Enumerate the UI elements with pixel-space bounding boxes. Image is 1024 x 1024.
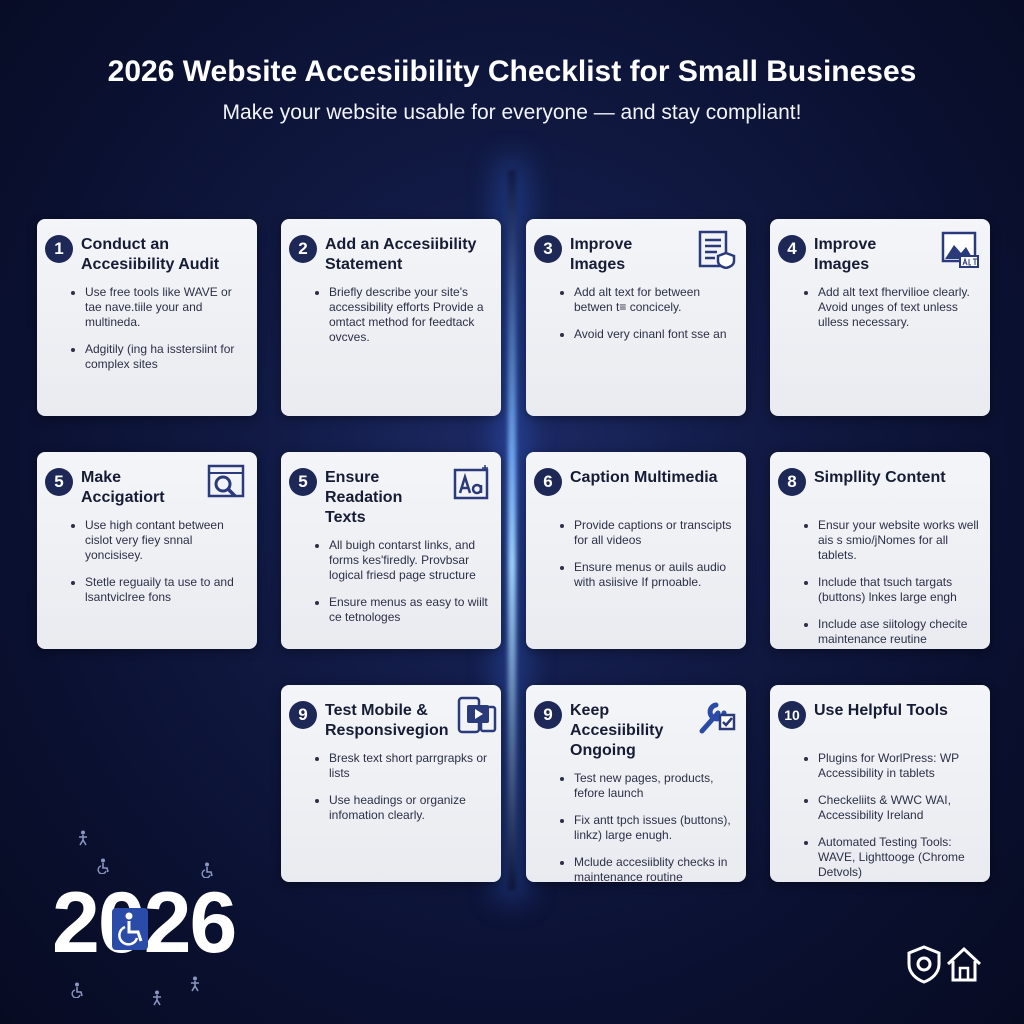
bullet-item: Automated Testing Tools: WAVE, Lighttoog… [818,835,980,880]
checklist-card: 6 Caption Multimedia Provide captions or … [526,452,746,649]
card-header: 5 Ensure Readation Texts [289,465,491,528]
checklist-card: 1 Conduct an Accesiibility Audit Use free… [37,219,257,416]
card-header: 2 Add an Accesiibility Statement [289,235,491,275]
card-header: 1 Conduct an Accesiibility Audit [45,235,247,275]
page-subtitle: Make your website usable for everyone — … [222,101,802,124]
bullet-item: Checkeliits & WWC WAI, Accessibility Ire… [818,793,980,823]
checklist-card: 8 Simpllity Content Ensur your website wo… [770,452,990,649]
bullet-item: Test new pages, products, fefore launch [574,771,736,801]
card-bullets: Ensur your website works well ais s smio… [778,518,980,647]
bullet-item: Include that tsuch targats (buttons) lnk… [818,575,980,605]
image-alt-icon [941,231,979,268]
card-bullets: Add alt text fhervilioe clearly. Avoid u… [778,285,980,330]
step-number-badge: 10 [778,701,806,729]
card-title: Use Helpful Tools [814,702,948,719]
bullet-item: Provide captions or transcipts for all v… [574,518,736,548]
step-number-badge: 1 [45,235,73,263]
card-title: Improve Images [814,236,877,273]
checklist-card: 9 Keep Accesiibility Ongoing Test new pag… [526,685,746,885]
page-header: 2026 Website Accesiibility Checklist for… [0,54,1024,126]
card-header: 8 Simpllity Content [778,468,980,508]
bullet-item: Ensur your website works well ais s smio… [818,518,980,563]
step-number-badge: 6 [534,468,562,496]
checklist-card: 4 Improve Images Add alt text fhervilioe … [770,219,990,416]
card-title: Improve Images [570,236,633,273]
step-number-badge: 4 [778,235,806,263]
bullet-item: Stetle reguaily ta use to and lsantviclr… [85,575,247,605]
bullet-item: Use high contant between cislot very fie… [85,518,247,563]
bullet-item: Bresk text short parrgrapks or lists [329,751,491,781]
checklist-card: 3 Improve Images Add alt text for between… [526,219,746,416]
card-bullets: All buigh contarst links, and forms kes'… [289,538,491,625]
step-number-badge: 3 [534,235,562,263]
bullet-item: Mclude accesiiblity checks in maintenanc… [574,855,736,885]
checklist-card: 5 Ensure Readation Texts All buigh contar… [281,452,501,649]
person-icon [153,990,161,1006]
card-title: Ensure Readation Texts [325,469,403,526]
step-number-badge: 9 [534,701,562,729]
wheelchair-icon [201,862,213,878]
card-title: Keep Accesiibility Ongoing [570,702,664,759]
card-bullets: Use high contant between cislot very fie… [45,518,247,605]
card-bullets: Plugins for WorlPress: WP Accessibility … [778,751,980,880]
card-bullets: Bresk text short parrgrapks or lists Use … [289,751,491,823]
card-bullets: Briefly describe your site's accessibili… [289,285,491,345]
bullet-item: Add alt text for between betwen t≡ conci… [574,285,736,315]
browser-search-icon [207,464,245,498]
bullet-item: Plugins for WorlPress: WP Accessibility … [818,751,980,781]
card-bullets: Use free tools like WAVE or tae nave.tii… [45,285,247,372]
bullet-item: Use free tools like WAVE or tae nave.tii… [85,285,247,330]
step-number-badge: 5 [45,468,73,496]
bullet-item: Avoid very cinanl font sse an [574,327,736,342]
card-title: Caption Multimedia [570,469,718,486]
document-shield-icon [698,230,736,269]
bullet-item: Adgitily (ing ha isstersiint for complex… [85,342,247,372]
card-header: 6 Caption Multimedia [534,468,736,508]
wrench-check-icon [699,702,736,734]
card-title: Simpllity Content [814,469,946,486]
step-number-badge: 5 [289,468,317,496]
checklist-card: 9 Test Mobile & Responsivegion Bresk text… [281,685,501,882]
card-header: 5 Make Accigatiort [45,464,247,508]
bullet-item: Use headings or organize infomation clea… [329,793,491,823]
card-title: Conduct an Accesiibility Audit [81,236,220,273]
checklist-card: 2 Add an Accesiibility Statement Briefly … [281,219,501,416]
bullet-item: Briefly describe your site's accessibili… [329,285,491,345]
card-bullets: Test new pages, products, fefore launch F… [534,771,736,885]
card-header: 3 Improve Images [534,230,736,275]
bullet-item: All buigh contarst links, and forms kes'… [329,538,491,583]
card-title: Test Mobile & Responsivegion [325,702,449,739]
bullet-item: Fix antt tpch issues (buttons), linkz) l… [574,813,736,843]
person-icon [79,830,87,846]
card-title: Add an Accesiibility Statement [325,236,477,273]
wheelchair-icon [97,858,109,874]
devices-video-icon [457,696,496,734]
house-icon [946,946,982,982]
bullet-item: Ensure menus as easy to wiilt ce tetnolo… [329,595,491,625]
bullet-item: Include ase siitology checite maintenanc… [818,617,980,647]
card-header: 10 Use Helpful Tools [778,701,980,741]
bullet-item: Add alt text fhervilioe clearly. Avoid u… [818,285,980,330]
step-number-badge: 8 [778,468,806,496]
shield-gear-icon [907,945,941,984]
step-number-badge: 9 [289,701,317,729]
card-bullets: Provide captions or transcipts for all v… [534,518,736,590]
light-beam [508,170,516,890]
person-icon [191,976,199,992]
wheelchair-icon [71,982,83,998]
checklist-card: 5 Make Accigatiort Use high contant betwe… [37,452,257,649]
text-size-icon [453,465,489,500]
card-header: 4 Improve Images [778,231,980,275]
bullet-item: Ensure menus or auils audio with asiisiv… [574,560,736,590]
card-header: 9 Keep Accesiibility Ongoing [534,701,736,761]
checklist-card: 10 Use Helpful Tools Plugins for WorlPres… [770,685,990,882]
card-title: Make Accigatiort [81,469,165,506]
wheelchair-icon [112,908,148,950]
card-bullets: Add alt text for between betwen t≡ conci… [534,285,736,342]
card-header: 9 Test Mobile & Responsivegion [289,696,496,741]
step-number-badge: 2 [289,235,317,263]
page-title: 2026 Website Accesiibility Checklist for… [107,55,917,88]
